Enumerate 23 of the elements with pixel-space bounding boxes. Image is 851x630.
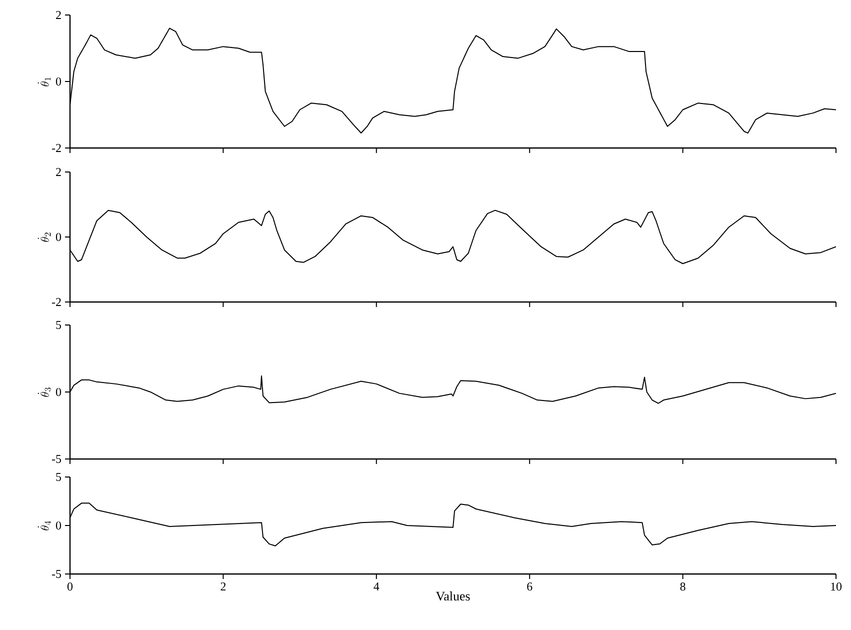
x-tick-label: 6 — [527, 582, 532, 591]
y-tick-label: 2 — [56, 11, 61, 19]
y-tick-label: 0 — [56, 521, 62, 530]
y-tick-label: -5 — [52, 455, 62, 463]
y-tick-label: 5 — [56, 321, 62, 329]
x-tick-label: 0 — [67, 582, 73, 591]
y-axis-title: $\dot{\theta}_{2}$ — [38, 232, 51, 242]
y-tick-label: 2 — [56, 168, 61, 176]
x-tick-label: 10 — [831, 582, 842, 591]
y-tick-label: -5 — [52, 570, 62, 578]
y-axis-title: $\dot{\theta}_{1}$ — [38, 77, 51, 86]
y-tick-label: -2 — [52, 144, 61, 152]
y-tick-label: 0 — [56, 388, 62, 396]
x-tick-label: 4 — [374, 582, 380, 590]
x-tick-label: 8 — [680, 582, 686, 591]
x-axis-title: Values — [436, 591, 470, 601]
y-tick-label: 5 — [56, 473, 62, 481]
y-tick-label: 0 — [56, 232, 62, 242]
x-tick-label: 2 — [220, 582, 226, 590]
y-axis-title: $\dot{\theta}_{4}$ — [38, 520, 51, 530]
y-axis-title: $\dot{\theta}_{3}$ — [38, 388, 51, 397]
y-tick-label: -2 — [52, 298, 61, 306]
y-tick-label: 0 — [56, 77, 62, 86]
